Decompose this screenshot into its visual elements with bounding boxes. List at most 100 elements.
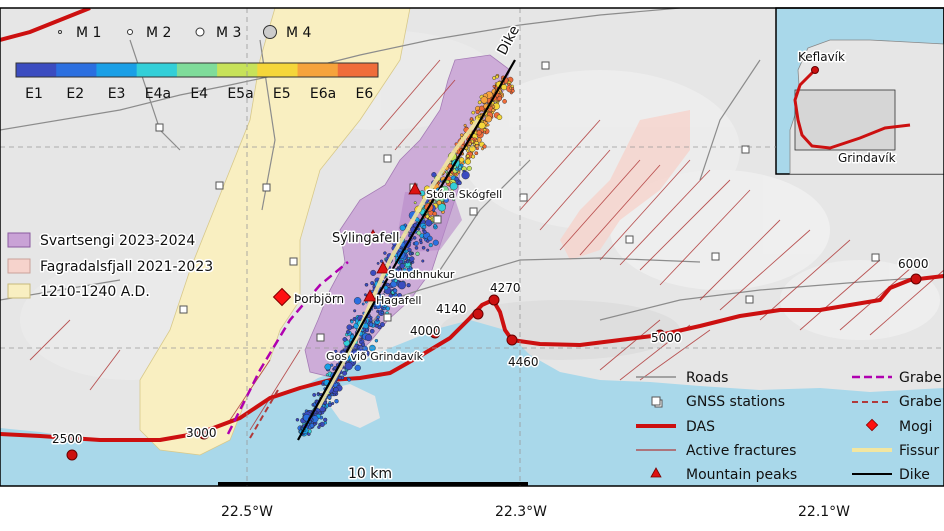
- colorbar-cell: [217, 63, 258, 77]
- legend-dike: Dike: [899, 467, 930, 483]
- earthquake-point: [392, 288, 398, 293]
- earthquake-point: [432, 239, 439, 246]
- lava-fagradalsfjall: [560, 110, 690, 260]
- earthquake-point: [486, 123, 490, 127]
- earthquake-point: [426, 248, 430, 252]
- earthquake-point: [390, 302, 394, 305]
- magnitude-legend: M 1 M 2 M 3 M 4: [58, 25, 312, 41]
- earthquake-point: [483, 130, 487, 134]
- das-label-4270: 4270: [490, 281, 521, 295]
- earthquake-point: [365, 350, 370, 355]
- mag-1-label: M 1: [76, 25, 101, 41]
- earthquake-point: [406, 260, 410, 264]
- earthquake-point: [454, 176, 459, 182]
- earthquake-point: [406, 283, 411, 288]
- earthquake-point: [469, 117, 474, 121]
- earthquake-point: [491, 105, 496, 109]
- lon-tick-225: 22.5°W: [221, 504, 273, 520]
- earthquake-point: [449, 182, 458, 191]
- earthquake-point: [469, 121, 473, 125]
- das-cable: [0, 274, 944, 442]
- earthquake-point: [364, 282, 369, 287]
- earthquake-point: [347, 377, 352, 382]
- eruptive-fissure: [316, 118, 480, 409]
- colorbar-cell: [96, 63, 138, 77]
- scale-bar: 10 km: [218, 465, 528, 486]
- earthquake-point: [394, 275, 398, 279]
- legend-active-fractures: Active fractures: [686, 443, 796, 459]
- legend-graben-1: Grabe: [899, 370, 942, 386]
- earthquake-point: [399, 224, 406, 231]
- earthquake-point: [422, 229, 427, 234]
- peak-stora-skogfell: [408, 182, 422, 195]
- earthquake-point: [510, 89, 515, 93]
- longitude-axis: 22.5°W 22.3°W 22.1°W: [221, 504, 850, 520]
- earthquake-point: [479, 105, 485, 112]
- inset-label-keflavik: Keflavík: [798, 50, 845, 64]
- earthquake-point: [381, 293, 385, 297]
- earthquake-point: [492, 76, 497, 80]
- earthquake-point: [491, 108, 496, 113]
- colorbar-cell: [297, 63, 339, 77]
- map-border: [0, 7, 944, 487]
- earthquake-point: [433, 223, 437, 228]
- earthquake-point: [461, 171, 470, 180]
- earthquake-point: [325, 373, 329, 377]
- earthquake-point: [496, 114, 503, 121]
- earthquake-point: [353, 309, 357, 313]
- colorbar-label: E3: [108, 86, 126, 102]
- legend-das: DAS: [686, 419, 715, 435]
- earthquake-point: [430, 190, 436, 196]
- lon-tick-223: 22.3°W: [495, 504, 547, 520]
- earthquake-point: [436, 200, 442, 206]
- lava-1210-1240: [139, 8, 411, 456]
- earthquake-point: [475, 139, 479, 143]
- earthquake-point: [354, 364, 361, 372]
- inset-label-grindavik: Grindavík: [838, 151, 896, 165]
- earthquake-point: [323, 417, 328, 422]
- earthquake-point: [351, 325, 355, 329]
- earthquake-point: [351, 349, 359, 357]
- earthquake-point: [465, 158, 472, 165]
- legend-1210-1240: 1210-1240 A.D.: [40, 284, 150, 300]
- mag-2-symbol: [127, 29, 133, 35]
- earthquake-point: [359, 337, 363, 341]
- mag-3-label: M 3: [216, 25, 241, 41]
- earthquake-point: [409, 252, 413, 256]
- earthquake-point: [353, 297, 362, 305]
- earthquake-point: [407, 248, 412, 253]
- earthquake-point: [460, 133, 464, 137]
- peak-sylingafell: [366, 229, 380, 242]
- earthquake-point: [345, 329, 350, 334]
- das-labels: 2500 3000 4000 4140 4270 4460 5000 6000: [51, 256, 931, 448]
- earthquake-point: [399, 263, 406, 269]
- earthquake-point: [458, 165, 462, 170]
- earthquake-point: [365, 334, 373, 342]
- earthquake-point: [324, 363, 332, 371]
- earthquake-point: [430, 195, 434, 200]
- earthquake-point: [382, 303, 386, 307]
- earthquake-point: [501, 84, 508, 91]
- earthquake-point: [426, 239, 430, 243]
- earthquake-point: [397, 292, 402, 298]
- mountain-peaks: [363, 182, 422, 302]
- earthquake-point: [409, 256, 415, 262]
- earthquake-point: [412, 236, 417, 240]
- peak-hagafell: [363, 289, 377, 302]
- earthquake-point: [387, 238, 393, 244]
- earthquake-point: [468, 142, 472, 146]
- earthquake-point: [385, 282, 390, 287]
- earthquake-point: [476, 130, 482, 136]
- earthquake-point: [403, 223, 407, 227]
- legend-gnss: GNSS stations: [686, 394, 785, 410]
- colorbar-cell: [16, 63, 57, 77]
- earthquake-point: [421, 245, 426, 250]
- label-thorbjorn: Þorbjörn: [294, 292, 344, 306]
- earthquake-point: [313, 422, 317, 426]
- earthquake-point: [368, 322, 374, 327]
- earthquake-point: [422, 225, 427, 229]
- earthquake-point: [406, 271, 410, 275]
- legend-fissure: Fissur: [899, 443, 939, 459]
- earthquake-point: [481, 147, 484, 151]
